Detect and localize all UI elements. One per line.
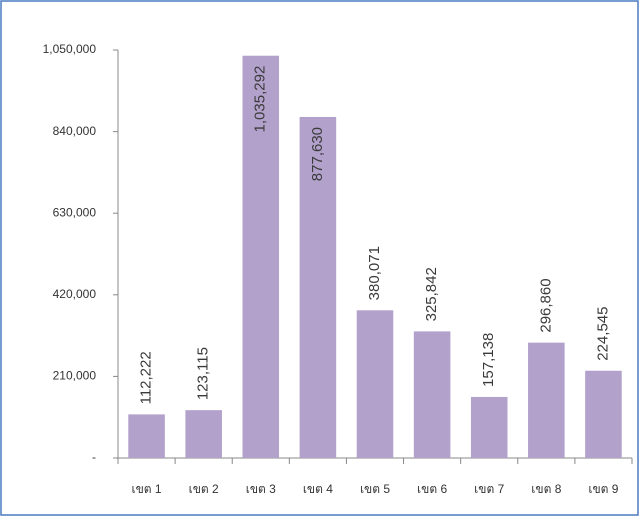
bar	[299, 116, 337, 458]
bar	[413, 331, 451, 458]
x-tick-label: เขต 3	[246, 482, 276, 496]
y-tick-label: -	[92, 450, 96, 464]
x-tick-label: เขต 2	[189, 482, 219, 496]
bar	[128, 414, 165, 458]
value-label: 325,842	[423, 267, 440, 321]
value-label: 877,630	[309, 127, 326, 181]
bar	[242, 55, 280, 458]
x-tick-label: เขต 6	[417, 482, 447, 496]
bar	[585, 370, 622, 458]
bar	[470, 396, 508, 458]
x-tick-label: เขต 5	[360, 482, 390, 496]
y-tick-label: 840,000	[53, 124, 97, 138]
y-tick-label: 420,000	[53, 287, 97, 301]
value-label: 1,035,292	[252, 66, 269, 133]
value-label: 380,071	[366, 246, 383, 300]
x-tick-label: เขต 9	[588, 482, 618, 496]
value-label: 112,222	[138, 351, 155, 404]
bar	[356, 310, 394, 458]
bar	[185, 410, 222, 458]
value-label: 296,860	[537, 278, 554, 332]
x-tick-label: เขต 4	[303, 482, 333, 496]
x-tick-label: เขต 8	[531, 482, 561, 496]
value-label: 224,545	[594, 307, 611, 361]
value-label: 123,115	[195, 347, 212, 400]
x-tick-label: เขต 7	[474, 482, 504, 496]
bar	[528, 342, 565, 458]
y-tick-label: 1,050,000	[43, 42, 97, 56]
value-label: 157,138	[480, 333, 497, 387]
x-tick-label: เขต 1	[132, 482, 162, 496]
y-tick-label: 630,000	[53, 205, 97, 219]
y-tick-label: 210,000	[53, 369, 97, 383]
